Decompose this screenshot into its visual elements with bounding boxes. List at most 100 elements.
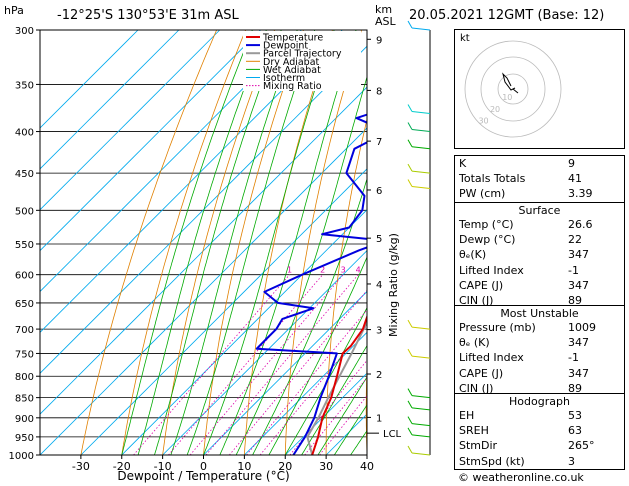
row-value: 3 [568,454,575,468]
row-label: θₑ (K) [459,336,490,350]
mixing-ratio-label: 4 [356,266,361,275]
temperature-tick-label: -20 [113,460,131,473]
isotherm-line [80,168,367,455]
pressure-tick-label: 350 [15,80,34,91]
dry-adiabat-line [203,30,304,455]
row-label: StmSpd (kt) [459,454,525,468]
row-label: Temp (°C) [459,218,514,231]
temperature-tick-label: 40 [360,460,374,473]
dry-adiabat-line [121,30,246,455]
row-label: Pressure (mb) [459,321,536,334]
mixing-ratio-line [168,274,324,455]
surface-row: Temp (°C) 26.6 [455,217,624,232]
legend-box [243,31,361,91]
hodograph-table-title: Hodograph [509,395,570,408]
wind-barb [411,355,431,359]
km-tick-label: 9 [376,35,382,46]
wind-barb [411,110,431,114]
isotherm-line [40,45,367,374]
row-value: 1009 [568,321,596,334]
row-value: 89 [568,381,582,395]
pressure-tick-label: 950 [15,433,34,444]
km-tick-label: 7 [376,137,382,148]
wet-adiabat-line [333,404,367,455]
indices-row: Totals Totals 41 [455,171,624,186]
hodograph-panel: kt 10 20 30 [454,29,625,149]
wind-barb-flag [407,319,413,328]
wet-adiabat-line [284,306,367,455]
wind-barb [411,170,431,174]
mixing-ratio-line [246,309,367,455]
most-unstable-panel: Most Unstable Pressure (mb) 1009 θₑ (K) 347… [454,305,625,398]
copyright-footer: © weatheronline.co.uk [458,471,584,484]
row-label: StmDir [459,439,498,453]
lcl-label: LCL [383,429,402,440]
row-label: CAPE (J) [459,366,504,380]
surface-row: θₑ(K) 347 [455,247,624,262]
wind-barb-flag [407,104,413,112]
mixing-ratio-line [259,324,367,455]
mixing-ratio-label: 16 [432,266,442,275]
hodograph-storm-motion [512,88,519,94]
legend-entry: Temperature [262,33,323,44]
hodograph-table-row: StmSpd (kt) 3 [455,454,624,469]
wind-barb-flag [407,163,413,172]
isotherm-line [40,30,302,293]
row-label: Totals Totals [459,172,526,186]
x-axis-label: Dewpoint / Temperature (°C) [117,469,289,483]
surface-row: CIN (J) 89 [455,293,624,308]
row-label: Lifted Index [459,351,524,365]
hodograph-ring [464,40,562,138]
wind-barb [411,434,431,438]
surface-row: Dewp (°C) 22 [455,232,624,247]
most-unstable-row: θₑ (K) 347 [455,335,624,350]
hodograph-table-row: SREH 63 [455,423,624,438]
isotherm-line [40,30,261,252]
dry-adiabat-line [80,30,217,455]
wind-barb-flag [407,416,413,424]
hodograph-ring [480,56,546,122]
pressure-tick-label: 800 [15,372,34,383]
temperature-line [311,314,367,455]
isotherm-line [284,372,367,455]
location-title: -12°25'S 130°53'E 31m ASL [57,8,239,23]
legend-entry: Dewpoint [263,41,308,52]
wind-barb-flag [407,139,413,148]
datetime-title: 20.05.2021 12GMT (Base: 12) [409,8,605,23]
row-value: 41 [568,172,582,186]
wind-barb-flag [407,179,413,187]
mixing-ratio-label: 20 [446,266,454,275]
mixing-ratio-label: 1 [287,266,292,275]
temperature-tick-label: 10 [237,460,251,473]
km-tick-label: 2 [376,370,382,381]
legend-entry: Mixing Ratio [263,81,322,92]
pressure-tick-label: 900 [15,414,34,425]
row-value: 63 [568,424,582,438]
wind-barb [411,395,431,399]
skew-t-chart: 12346810162025 3003504004505005506006507… [9,20,454,483]
mixing-ratio-line [205,274,359,455]
isotherm-line [162,250,367,455]
mixing-ratio-line [228,289,367,455]
pressure-tick-label: 700 [15,325,34,336]
mixing-ratio-line [133,274,290,455]
most-unstable-row: Pressure (mb) 1009 [455,320,624,335]
isotherm-line [203,290,367,455]
surface-row: Lifted Index -1 [455,263,624,278]
most-unstable-row: Lifted Index -1 [455,350,624,365]
mixing-ratio-label: 3 [341,266,346,275]
temperature-tick-label: 0 [200,460,207,473]
pressure-tick-label: 500 [15,206,34,217]
most-unstable-title: Most Unstable [500,307,579,320]
km-asl-label: km ASL [375,3,396,28]
temperature-tick-label: 20 [278,460,292,473]
row-label: CIN (J) [459,294,494,308]
wind-barb [411,326,431,330]
row-value: 3.39 [568,187,593,201]
row-value: 9 [568,157,575,170]
row-value: 53 [568,409,582,422]
hpa-label: hPa [4,4,24,17]
most-unstable-row: CIN (J) 89 [455,381,624,396]
